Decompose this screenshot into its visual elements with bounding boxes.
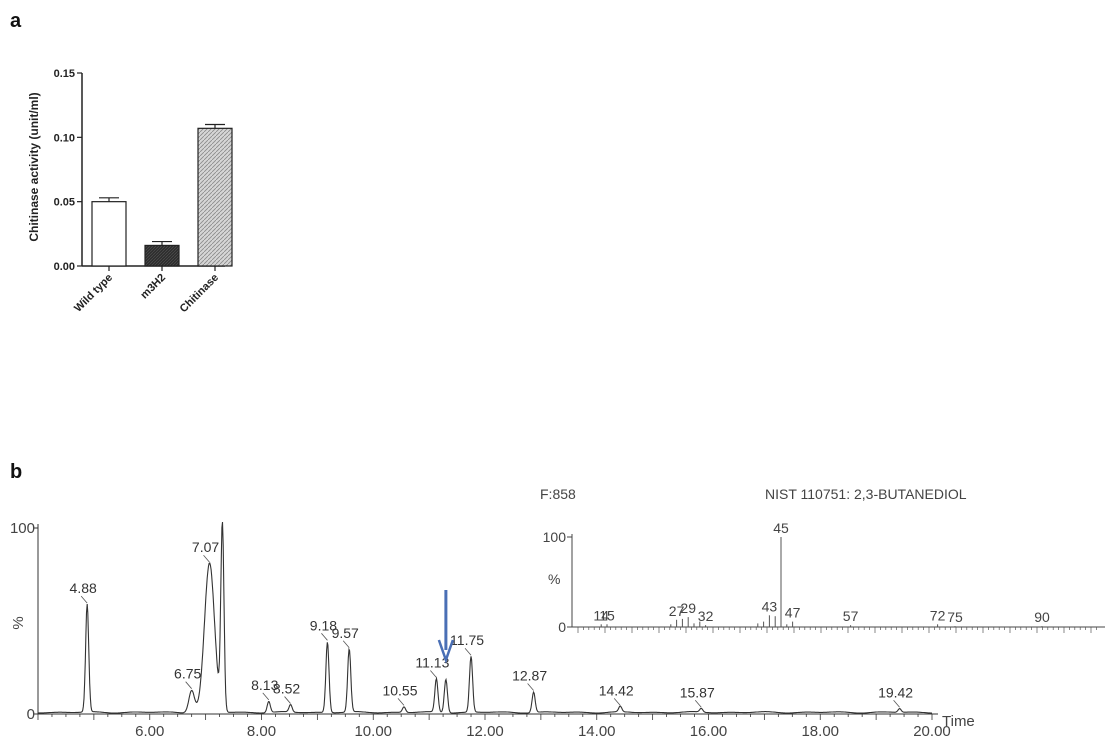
bar [197,127,233,267]
chitinase-activity-bar-chart: Chitinase activity (unit/ml) 0.00 0.05 0.1… [27,68,233,315]
peak-leader [397,698,405,706]
peak-label: 12.87 [512,668,547,684]
peak-leader [321,633,328,641]
chromatogram-x-tick-label: 6.00 [135,723,164,740]
spectrum-header-right: NIST 110751: 2,3-BUTANEDIOL [765,486,967,502]
peak-leader [262,692,270,701]
peak-leader [284,696,291,704]
chromatogram-x-tick-label: 8.00 [247,723,276,740]
peak-label: 9.18 [310,617,337,633]
chromatogram: % Time 0 100 6.00 8.00 10.00 12.00 14.00 16.00 1… [10,520,975,740]
spectrum-peak-label: 45 [773,520,789,536]
chromatogram-y-tick-label: 100 [10,520,35,537]
peak-leader [527,683,534,691]
peak-label: 7.07 [192,539,219,555]
chromatogram-trace [37,521,932,714]
chromatogram-x-tick-label: 16.00 [690,723,728,740]
peak-label: 10.55 [382,682,417,698]
peak-label: 4.88 [70,580,97,596]
bar-chart-y-tick-label: 0.10 [54,132,75,144]
peak-leader [342,640,350,649]
peak-label: 14.42 [599,682,634,698]
chromatogram-x-tick-label: 14.00 [578,723,616,740]
spectrum-peak-label: 15 [599,607,615,623]
spectrum-peak-label: 47 [785,605,801,621]
spectrum-y-axis-label: % [548,571,560,587]
peak-leader [80,595,88,604]
spectrum-peak-label: 14 [593,607,609,623]
bar [144,244,180,267]
spectrum-peak-label: 43 [762,598,778,614]
chromatogram-y-axis-label: % [10,616,27,629]
peak-label: 9.57 [332,625,359,641]
spectrum-peak-label: 27 [669,603,685,619]
spectrum-peak-label: 57 [843,608,859,624]
peak-label: 8.13 [251,677,278,693]
peak-leader [464,647,472,656]
spectrum-peak-label: 75 [947,609,963,625]
spectrum-peak-label: 29 [680,600,696,616]
spectrum-peak-label: 90 [1034,609,1050,625]
panel-label-a: a [10,10,22,32]
mass-spectrum-inset: F:858 NIST 110751: 2,3-BUTANEDIOL % 0 100… [540,486,1105,635]
bar-chart-y-tick-label: 0.15 [54,68,75,80]
peak-leader [613,698,621,706]
bar [91,201,127,267]
spectrum-peak-label: 72 [930,607,946,623]
peak-label: 6.75 [174,666,201,682]
bar-category-label: Wild type [72,272,115,315]
spectrum-y-tick-label: 100 [543,529,567,545]
arrow-head [437,639,455,664]
bar-category-label: m3H2 [138,272,168,302]
chromatogram-x-axis-label: Time [942,713,975,730]
chromatogram-x-tick-label: 10.00 [354,723,392,740]
peak-label: 11.13 [415,655,449,671]
chromatogram-y-tick-label: 0 [27,706,35,723]
peak-leader [430,670,437,678]
peak-label: 8.52 [273,681,300,697]
bar-chart-y-axis-label: Chitinase activity (unit/ml) [27,92,41,241]
bar-chart-y-tick-label: 0.05 [54,197,75,209]
peak-leader [893,700,900,708]
chromatogram-x-tick-label: 12.00 [466,723,504,740]
bar-category-label: Chitinase [178,272,221,315]
spectrum-y-tick-label: 0 [558,619,566,635]
chromatogram-x-tick-label: 20.00 [913,723,951,740]
peak-leader [185,681,192,689]
spectrum-header-left: F:858 [540,486,576,502]
spectrum-peak-label: 32 [698,608,714,624]
chromatogram-x-tick-label: 18.00 [801,723,839,740]
peak-leader [203,554,210,563]
peak-label: 19.42 [878,684,913,700]
peak-leader [694,700,702,708]
panel-label-b: b [10,461,22,483]
peak-label: 11.75 [450,632,484,648]
bar-chart-y-tick-label: 0.00 [54,261,75,273]
peak-label: 15.87 [680,684,715,700]
